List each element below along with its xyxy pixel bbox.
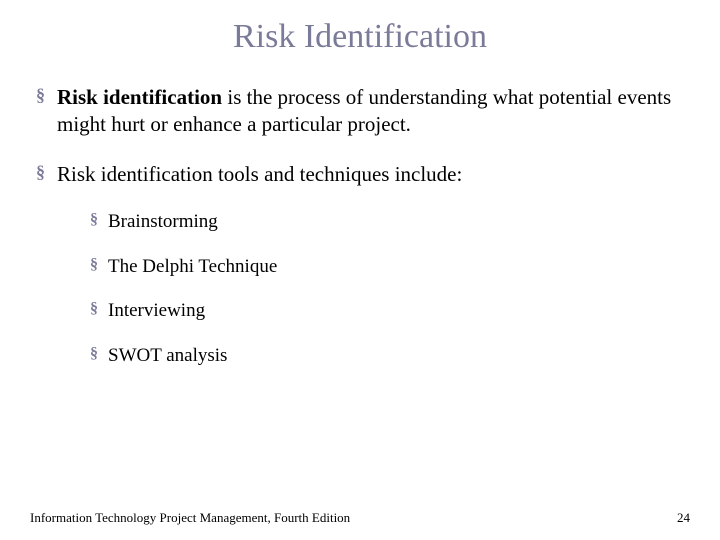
section-icon: §	[36, 84, 45, 107]
section-icon: §	[90, 299, 98, 320]
bullet-text: Risk identification tools and techniques…	[57, 161, 462, 188]
bold-lead-text: Risk identification	[57, 85, 222, 109]
bullet-level1: § Risk identification tools and techniqu…	[30, 161, 690, 188]
bullet-text: Interviewing	[108, 299, 205, 324]
section-icon: §	[90, 210, 98, 231]
section-icon: §	[90, 344, 98, 365]
footer: Information Technology Project Managemen…	[30, 510, 690, 526]
section-icon: §	[90, 255, 98, 276]
bullet-level2: § Interviewing	[30, 299, 690, 324]
footer-source: Information Technology Project Managemen…	[30, 510, 350, 526]
bullet-text: Risk identification is the process of un…	[57, 84, 690, 139]
bullet-level2: § The Delphi Technique	[30, 255, 690, 280]
slide-container: Risk Identification § Risk identificatio…	[0, 0, 720, 540]
section-icon: §	[36, 161, 45, 184]
bullet-text: SWOT analysis	[108, 344, 227, 369]
bullet-text: The Delphi Technique	[108, 255, 277, 280]
bullet-text: Brainstorming	[108, 210, 218, 235]
page-number: 24	[677, 510, 690, 526]
page-title: Risk Identification	[30, 18, 690, 56]
bullet-level2: § Brainstorming	[30, 210, 690, 235]
bullet-level1: § Risk identification is the process of …	[30, 84, 690, 139]
bullet-level2: § SWOT analysis	[30, 344, 690, 369]
